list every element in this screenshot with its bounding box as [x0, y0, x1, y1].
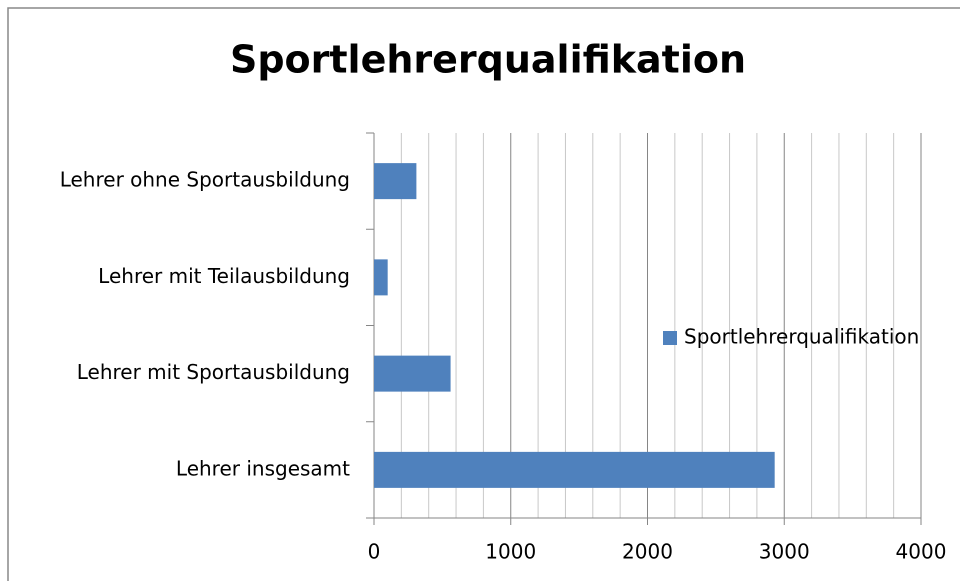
x-tick-label: 0 — [368, 540, 381, 564]
bar — [374, 355, 451, 392]
y-tick-label: Lehrer insgesamt — [176, 456, 350, 480]
x-tick-label: 4000 — [896, 540, 947, 564]
bar — [374, 451, 775, 488]
bar — [374, 163, 417, 200]
legend-label: Sportlehrerqualifikation — [684, 325, 919, 349]
y-tick-label: Lehrer ohne Sportausbildung — [60, 168, 350, 192]
y-tick-label: Lehrer mit Sportausbildung — [77, 360, 350, 384]
y-tick-label: Lehrer mit Teilausbildung — [98, 264, 350, 288]
chart-frame — [7, 7, 960, 581]
chart-title: Sportlehrerqualifikation — [230, 38, 746, 82]
bar — [374, 259, 388, 296]
x-tick-label: 3000 — [759, 540, 810, 564]
x-tick-label: 1000 — [485, 540, 536, 564]
legend-swatch — [663, 331, 677, 345]
x-tick-label: 2000 — [622, 540, 673, 564]
